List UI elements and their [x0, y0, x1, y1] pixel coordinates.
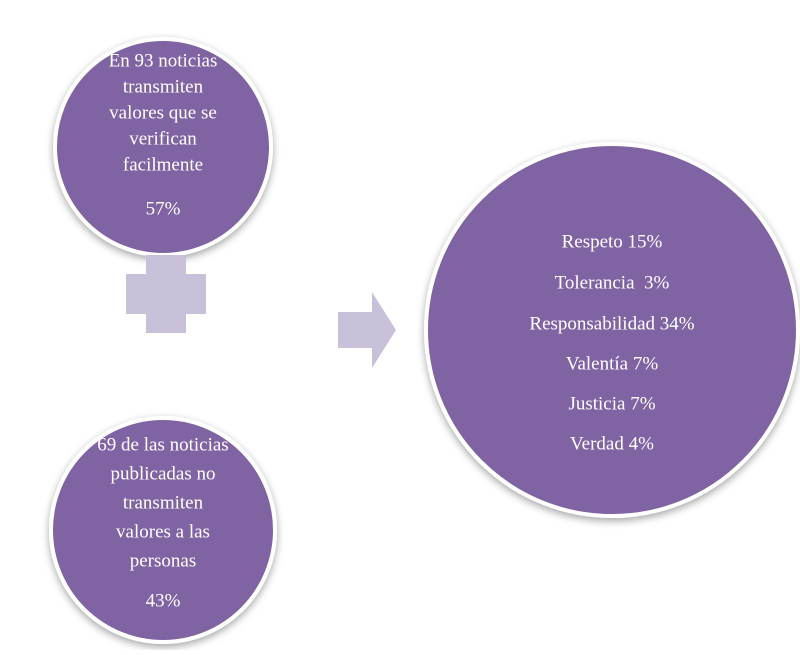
result-circle: [424, 142, 800, 518]
node-text: publicadas no: [110, 463, 215, 484]
node-text: 57%: [146, 198, 181, 219]
node-text: transmiten: [123, 492, 204, 513]
node-text: personas: [130, 550, 196, 571]
node-text: verifican: [129, 128, 197, 149]
node-text: Justicia 7%: [568, 393, 655, 414]
arrow: [338, 292, 396, 368]
node-text: 69 de las noticias: [97, 434, 228, 455]
node-text: valores que se: [109, 102, 217, 123]
node-text: valores a las: [116, 521, 210, 542]
node-text: Verdad 4%: [570, 433, 654, 454]
node-text: transmiten: [123, 76, 204, 97]
bottom-circle: [49, 416, 277, 644]
node-text: facilmente: [123, 154, 203, 175]
texts: En 93 noticias transmiten valores que se ve…: [97, 50, 694, 611]
plus-sign: [126, 255, 206, 333]
node-text: Valentía 7%: [566, 353, 659, 374]
node-text: Responsabilidad 34%: [529, 313, 694, 334]
node-text: Tolerancia 3%: [555, 272, 670, 293]
node-text: 43%: [146, 590, 181, 611]
node-text: En 93 noticias: [109, 50, 218, 71]
node-text: Respeto 15%: [562, 231, 663, 252]
